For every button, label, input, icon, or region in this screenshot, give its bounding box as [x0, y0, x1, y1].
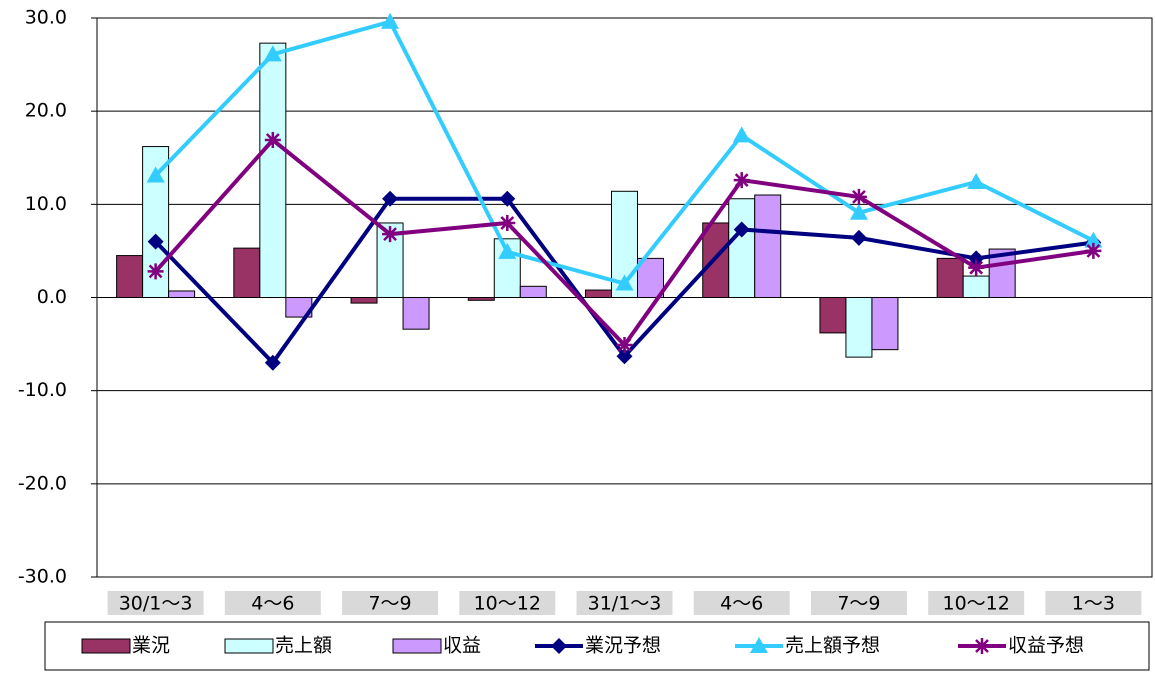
x-tick-label: 1～3 [1072, 593, 1115, 615]
marker [967, 172, 986, 189]
bar [988, 248, 1016, 298]
marker [499, 190, 516, 207]
bar [259, 42, 287, 298]
x-tick-label: 30/1～3 [119, 593, 193, 615]
marker [733, 221, 750, 238]
marker [147, 233, 164, 250]
y-tick-label: 0.0 [37, 286, 67, 308]
marker [850, 188, 867, 205]
legend-swatch [81, 638, 131, 654]
marker [1084, 231, 1103, 248]
bar [116, 255, 144, 298]
marker [615, 274, 634, 291]
bar [233, 247, 261, 299]
x-tick-label: 10～12 [942, 593, 1009, 615]
x-label-bg [342, 591, 439, 615]
marker [849, 203, 868, 220]
marker [616, 337, 633, 354]
y-tick-label: -20.0 [18, 472, 67, 494]
legend-marker [551, 638, 567, 654]
x-label-bg [576, 591, 673, 615]
y-tick-label: 10.0 [25, 193, 67, 215]
marker [499, 214, 516, 231]
bar [168, 290, 196, 298]
legend-label: 収益 [443, 635, 481, 657]
y-tick-label: 20.0 [25, 100, 67, 122]
bar [819, 297, 847, 334]
marker [147, 263, 164, 280]
legend-label: 売上額 [275, 635, 332, 657]
x-tick-label: 7～9 [837, 593, 880, 615]
legend-marker [974, 638, 990, 654]
legend-label: 業況 [132, 635, 170, 657]
bar [845, 297, 873, 358]
marker [733, 172, 750, 189]
marker [263, 45, 282, 62]
bar [962, 275, 990, 298]
marker [732, 126, 751, 143]
marker [850, 229, 867, 246]
marker [381, 12, 400, 29]
legend-label: 売上額予想 [785, 635, 880, 657]
x-tick-label: 31/1～3 [588, 593, 662, 615]
y-tick-label: -30.0 [18, 566, 67, 588]
bar [402, 297, 430, 330]
marker [968, 259, 985, 276]
bar [585, 289, 612, 298]
y-tick-label: 30.0 [25, 7, 67, 29]
bar [519, 285, 547, 299]
x-label-bg [459, 591, 556, 615]
marker [264, 354, 281, 371]
bar [637, 257, 664, 298]
x-label-bg [928, 591, 1025, 615]
bar [754, 194, 782, 298]
x-tick-label: 4～6 [251, 593, 294, 615]
x-label-bg [810, 591, 907, 615]
bar [936, 257, 964, 298]
x-tick-label: 4～6 [720, 593, 763, 615]
x-label-bg [1045, 591, 1142, 615]
legend-marker [750, 637, 768, 653]
marker [498, 242, 517, 259]
legend-label: 業況予想 [585, 635, 661, 657]
bar [728, 198, 756, 298]
legend-swatch [392, 638, 442, 654]
marker [382, 226, 399, 243]
x-label-bg [224, 591, 321, 615]
x-tick-label: 7～9 [368, 593, 411, 615]
bar [871, 297, 899, 351]
bar [350, 297, 378, 304]
x-label-bg [693, 591, 790, 615]
legend-swatch [224, 638, 274, 654]
x-label-bg [107, 591, 204, 615]
marker [382, 190, 399, 207]
x-tick-label: 10～12 [474, 593, 541, 615]
marker [616, 348, 633, 365]
y-tick-label: -10.0 [18, 379, 67, 401]
marker [1085, 242, 1102, 259]
marker [264, 132, 281, 149]
marker [146, 166, 165, 183]
legend-label: 収益予想 [1008, 635, 1084, 657]
